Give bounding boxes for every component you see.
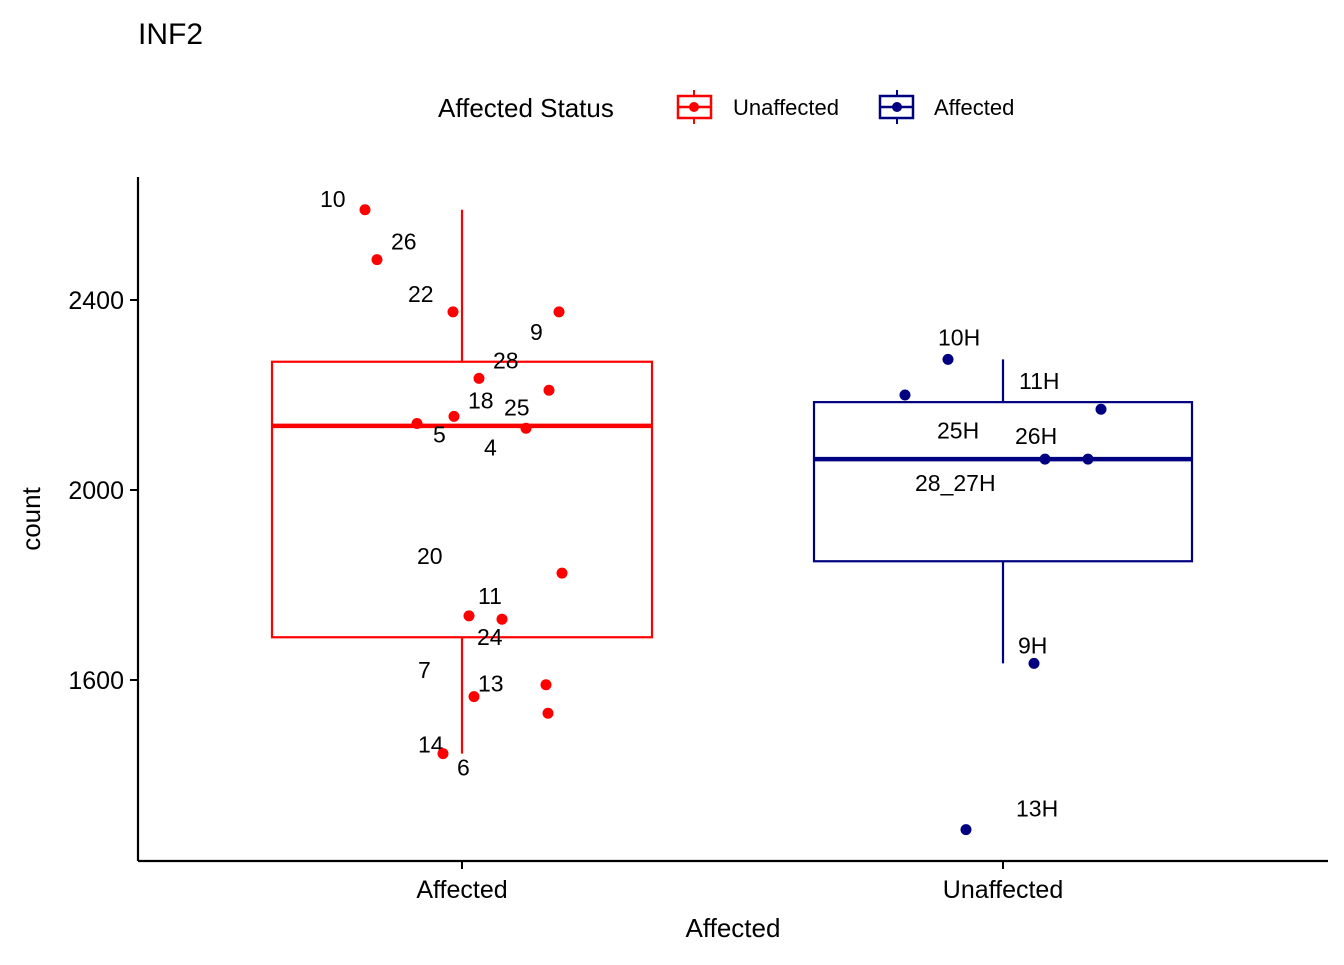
unaffected-point-label: 11H	[1019, 368, 1060, 394]
unaffected-point-label: 28_27H	[915, 470, 996, 496]
affected-data-point	[553, 306, 565, 318]
affected-data-point	[463, 610, 475, 622]
unaffected-point-label: 9H	[1018, 632, 1047, 658]
affected-data-point	[359, 204, 371, 216]
affected-data-point	[447, 306, 459, 318]
unaffected-point-label: 26H	[1015, 423, 1057, 449]
affected-data-point	[556, 567, 568, 579]
affected-data-point	[540, 679, 552, 691]
y-axis-title: count	[16, 486, 46, 550]
affected-point-label: 28	[493, 347, 519, 373]
affected-data-point	[437, 748, 449, 760]
affected-point-label: 6	[457, 755, 470, 781]
affected-data-point	[448, 410, 460, 422]
unaffected-data-point	[942, 353, 954, 365]
y-tick-label: 2000	[68, 477, 124, 505]
unaffected-data-point	[1095, 403, 1107, 415]
legend-label-affected: Affected	[934, 95, 1014, 120]
axis-ticks: Affected Unaffected 1600 2000 2400	[68, 287, 1063, 904]
affected-data-point	[411, 418, 423, 429]
affected-point-label: 24	[477, 624, 503, 650]
unaffected-data-point	[1082, 453, 1094, 465]
x-tick-label: Unaffected	[943, 876, 1063, 904]
affected-box	[270, 360, 654, 639]
legend-label-unaffected: Unaffected	[733, 95, 839, 120]
affected-point-label: 13	[478, 671, 504, 697]
y-tick-label: 1600	[68, 667, 124, 695]
unaffected-point-label: 13H	[1016, 796, 1058, 822]
legend-title: Affected Status	[438, 93, 614, 123]
affected-data-point	[468, 691, 480, 703]
affected-data-point	[543, 384, 555, 396]
legend-key-unaffected	[676, 90, 713, 124]
affected-data-point	[371, 254, 383, 266]
affected-point-label: 11	[478, 583, 502, 609]
unaffected-box	[812, 401, 1194, 563]
affected-point-label: 26	[391, 229, 417, 255]
affected-data-point	[520, 422, 532, 434]
affected-data-point	[542, 707, 554, 719]
affected-point-label: 4	[484, 434, 497, 460]
x-tick-label: Affected	[416, 876, 507, 904]
legend-key-affected	[878, 90, 915, 124]
unaffected-point-label: 25H	[937, 417, 979, 443]
unaffected-point-label: 10H	[938, 324, 980, 350]
affected-data-point	[496, 613, 508, 625]
affected-point-label: 10	[320, 186, 346, 212]
x-axis-title: Affected	[686, 913, 781, 943]
affected-point-label: 22	[408, 281, 434, 307]
unaffected-data-point	[960, 824, 972, 836]
y-tick-label: 2400	[68, 287, 124, 315]
affected-point-label: 20	[417, 543, 443, 569]
legend: Affected Status Unaffected Affected	[438, 90, 1014, 124]
unaffected-data-point	[1039, 453, 1051, 465]
affected-point-label: 9	[530, 319, 543, 345]
affected-point-label: 18	[468, 387, 494, 413]
affected-data-point	[473, 372, 485, 384]
chart-title: INF2	[138, 18, 203, 51]
affected-point-label: 7	[418, 657, 431, 683]
affected-point-label: 25	[504, 394, 530, 420]
unaffected-data-point	[899, 389, 911, 401]
affected-point-label: 5	[433, 422, 446, 448]
unaffected-data-point	[1028, 657, 1040, 669]
